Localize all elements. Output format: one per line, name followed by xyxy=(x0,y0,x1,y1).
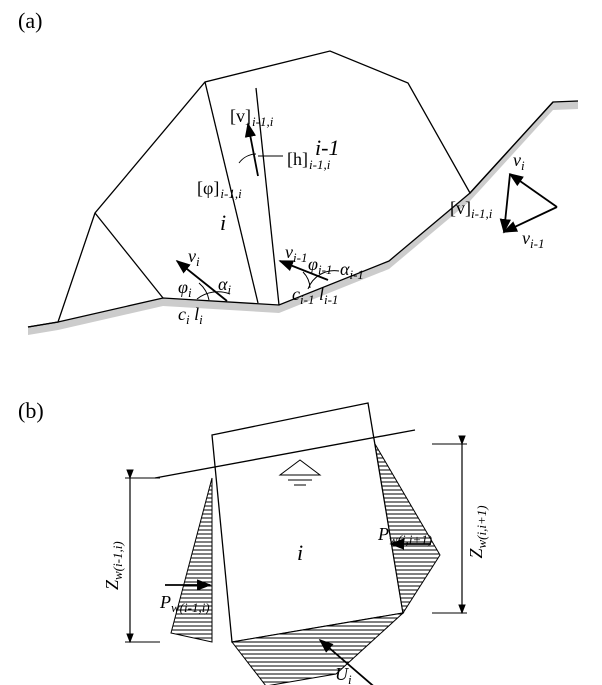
lbl-Z-right: Zw(i,i+1) xyxy=(466,505,489,558)
panel-b-label: (b) xyxy=(18,398,44,423)
arrow-v-bracket xyxy=(248,124,258,176)
vec-vi xyxy=(510,174,557,207)
lbl-vi1: vi-1 xyxy=(285,242,307,265)
lbl-phii: φi xyxy=(178,277,192,300)
lbl-i: i xyxy=(220,210,226,235)
panel-a-label: (a) xyxy=(18,8,42,33)
slice-b xyxy=(212,403,403,642)
lbl-phii1: φi-1 xyxy=(308,254,332,277)
lbl-vec-vi1: vi-1 xyxy=(522,228,544,251)
lbl-i-1: i-1 xyxy=(315,135,339,160)
lbl-alphai: αi xyxy=(218,274,231,297)
lbl-vec-vi: vi xyxy=(513,150,525,173)
lbl-U: Ui xyxy=(335,664,352,685)
lbl-phi-bracket: [φ]i-1,i xyxy=(197,178,242,201)
pressure-base xyxy=(232,613,403,685)
lbl-vec-bracket: [v]i-1,i xyxy=(450,198,493,221)
pressure-left xyxy=(171,478,212,642)
vec-vi1 xyxy=(504,207,557,232)
slice-interface-0 xyxy=(95,213,163,298)
lbl-vi: vi xyxy=(188,246,200,269)
vec-bracket xyxy=(504,174,510,232)
water-symbol xyxy=(280,460,320,475)
lbl-Z-left: Zw(i-1,i) xyxy=(102,541,125,590)
ground-surface xyxy=(28,51,553,327)
lbl-alphai1: αi-1 xyxy=(340,259,364,282)
lbl-i-b: i xyxy=(297,540,303,565)
lbl-v-bracket: [v]i-1,i xyxy=(230,106,274,129)
